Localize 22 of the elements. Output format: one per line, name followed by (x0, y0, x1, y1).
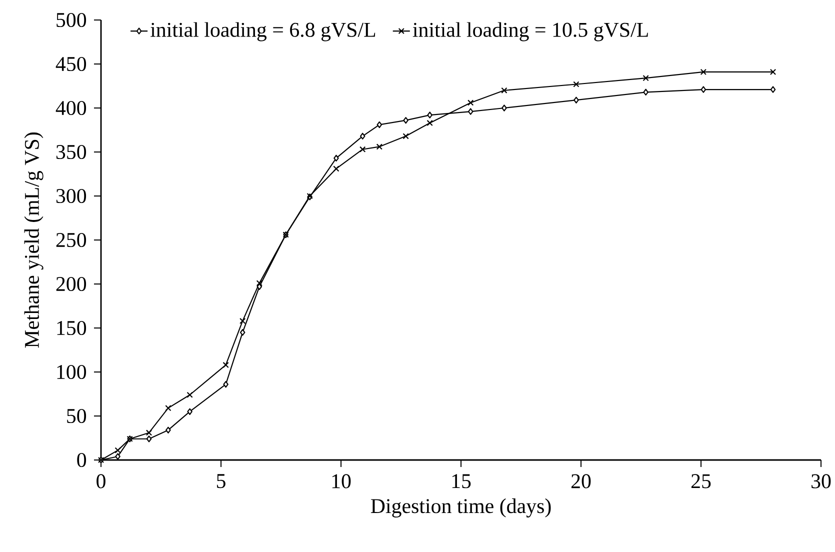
legend-label: initial loading = 6.8 gVS/L (150, 22, 376, 42)
y-tick-label: 400 (56, 100, 86, 116)
y-tick-label: 0 (77, 452, 86, 468)
y-tick-label: 100 (57, 364, 86, 380)
x-tick-label: 30 (812, 474, 831, 488)
x-tick-label: 15 (452, 474, 471, 488)
x-axis-title: Digestion time (days) (370, 498, 551, 518)
y-tick-label: 250 (56, 232, 86, 248)
y-tick-label: 450 (56, 56, 86, 72)
x-tick-label: 25 (691, 474, 711, 488)
y-tick-label: 50 (67, 408, 86, 424)
y-axis-title: Methane yield (mL/g VS) (24, 132, 44, 348)
y-tick-label: 300 (56, 188, 86, 204)
x-tick-label: 10 (332, 474, 351, 488)
x-tick-label: 0 (96, 474, 106, 488)
y-tick-label: 350 (56, 144, 86, 160)
legend-label: initial loading = 10.5 gVS/L (412, 22, 648, 42)
x-tick-label: 5 (216, 474, 226, 488)
y-tick-label: 200 (56, 276, 86, 292)
x-tick-label: 20 (571, 474, 591, 488)
y-tick-label: 150 (57, 320, 86, 336)
y-tick-label: 500 (56, 12, 86, 28)
